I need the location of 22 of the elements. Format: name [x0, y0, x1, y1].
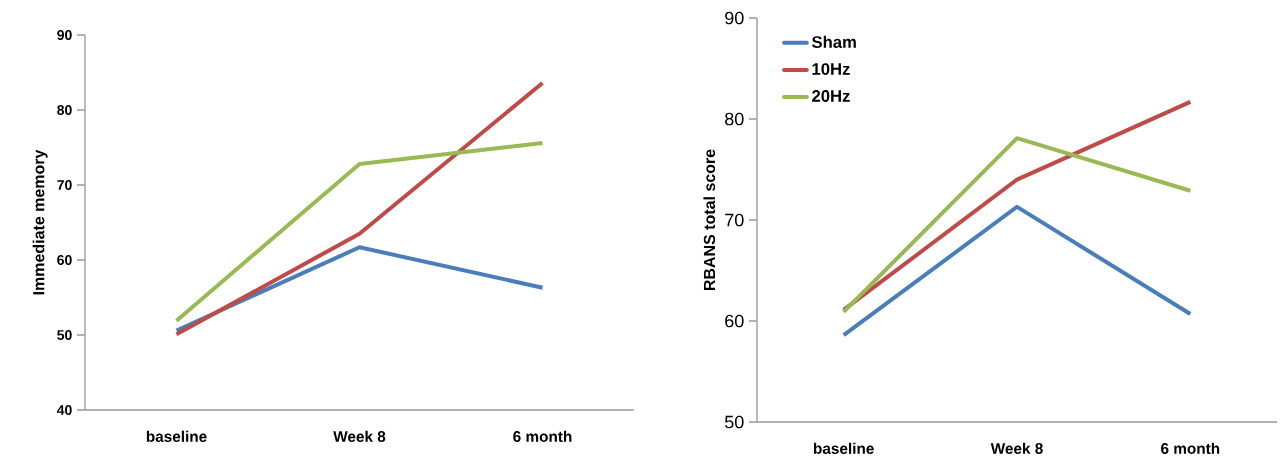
x-tick-label: 6 month	[513, 430, 572, 442]
y-tick-label: 40	[56, 405, 72, 415]
y-tick-label: 60	[57, 255, 72, 265]
y-tick-label: 60	[725, 314, 744, 328]
y-tick-label: 70	[725, 213, 744, 227]
y-tick-label: 80	[725, 112, 744, 126]
y-axis-title: RBANS total score	[703, 149, 716, 291]
y-tick-label: 50	[57, 330, 72, 340]
y-tick-label: 90	[57, 30, 72, 40]
x-tick-label: Week 8	[990, 442, 1043, 454]
x-tick-label: 6 month	[1161, 442, 1220, 454]
legend-label: 20Hz	[812, 90, 850, 102]
y-axis-title: Immediate memory	[32, 149, 48, 295]
y-tick-label: 50	[724, 415, 744, 429]
x-tick-label: baseline	[813, 442, 874, 454]
legend-label: Sham	[811, 35, 856, 48]
y-tick-label: 80	[57, 105, 72, 115]
y-tick-label: 70	[57, 180, 72, 190]
x-tick-label: baseline	[146, 430, 207, 442]
legend-label: 10Hz	[812, 63, 850, 75]
y-tick-label: 90	[725, 11, 744, 25]
x-tick-label: Week 8	[333, 430, 386, 442]
